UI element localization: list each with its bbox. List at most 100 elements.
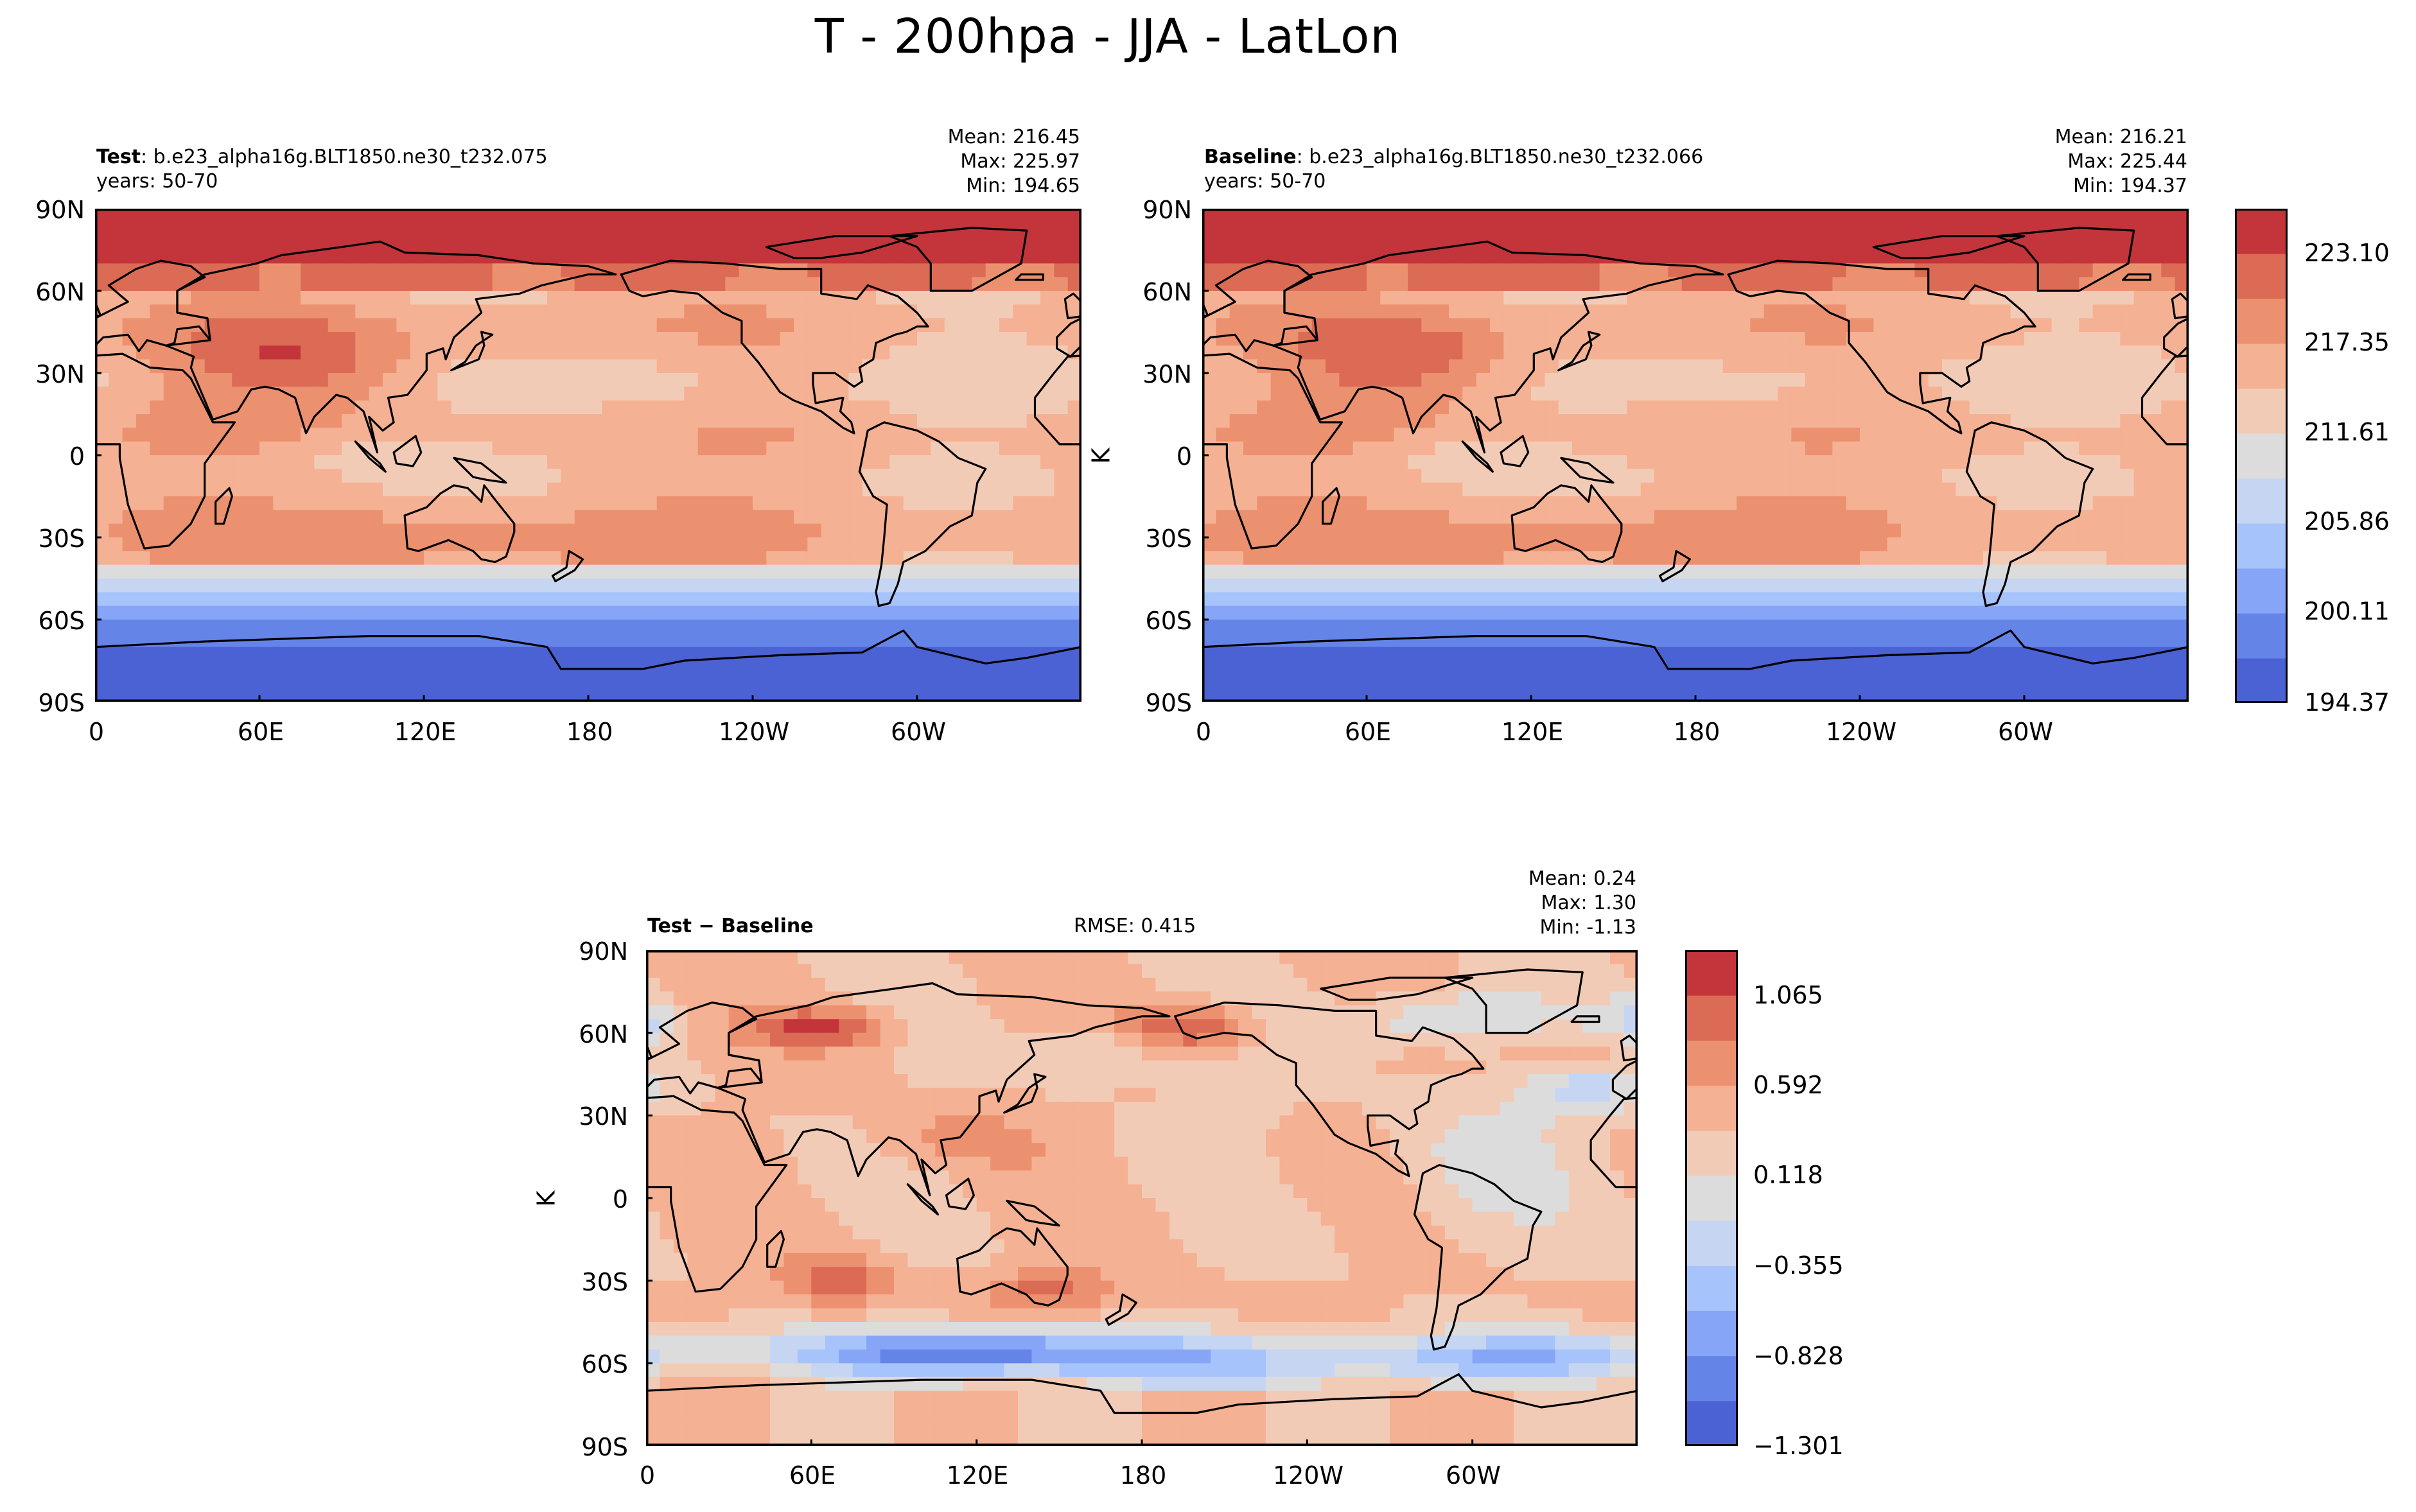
test-contour-cell bbox=[218, 250, 232, 264]
test-contour-cell bbox=[492, 291, 507, 305]
test-contour-cell bbox=[369, 578, 383, 593]
baseline-contour-cell bbox=[1545, 455, 1559, 469]
test-contour-cell bbox=[396, 564, 411, 579]
test-contour-cell bbox=[122, 551, 137, 566]
baseline-contour-cell bbox=[1394, 592, 1408, 607]
test-contour-cell bbox=[999, 523, 1013, 538]
baseline-contour-cell bbox=[1243, 496, 1257, 510]
baseline-contour-cell bbox=[1586, 318, 1600, 333]
baseline-contour-cell bbox=[1408, 578, 1422, 593]
baseline-contour-cell bbox=[1380, 373, 1395, 387]
test-contour-cell bbox=[191, 359, 206, 374]
test-contour-cell bbox=[465, 291, 479, 305]
test-contour-cell bbox=[520, 688, 534, 702]
test-contour-cell bbox=[835, 592, 849, 607]
test-contour-cell bbox=[862, 373, 877, 387]
baseline-contour-cell bbox=[2120, 387, 2135, 401]
baseline-contour-cell bbox=[1695, 222, 1710, 237]
test-contour-cell bbox=[163, 387, 178, 401]
baseline-contour-cell bbox=[1832, 318, 1847, 333]
test-contour-cell bbox=[917, 620, 931, 634]
test-contour-cell bbox=[286, 332, 301, 346]
baseline-contour-cell bbox=[1627, 387, 1641, 401]
test-coastline-asia bbox=[165, 240, 617, 454]
test-contour-cell bbox=[410, 688, 425, 702]
baseline-contour-cell bbox=[1627, 332, 1641, 346]
baseline-contour-cell bbox=[1613, 633, 1627, 648]
test-contour-cell bbox=[574, 250, 589, 264]
test-contour-cell bbox=[533, 441, 548, 456]
test-contour-cell bbox=[574, 400, 589, 415]
test-contour-cell bbox=[862, 551, 877, 566]
baseline-contour-cell bbox=[2024, 236, 2038, 250]
test-contour-cell bbox=[725, 414, 740, 428]
baseline-contour-cell bbox=[1764, 564, 1778, 579]
baseline-contour-cell bbox=[1599, 304, 1614, 319]
baseline-contour-cell bbox=[2024, 291, 2038, 305]
baseline-contour-cell bbox=[1326, 578, 1340, 593]
baseline-contour-cell bbox=[2161, 304, 2176, 319]
test-contour-cell bbox=[602, 592, 617, 607]
test-contour-cell bbox=[821, 633, 836, 648]
test-contour-cell bbox=[465, 523, 479, 538]
test-contour-cell bbox=[958, 441, 972, 456]
baseline-contour-cell bbox=[1476, 647, 1491, 661]
test-contour-cell bbox=[561, 263, 575, 278]
baseline-contour-cell bbox=[1490, 222, 1504, 237]
test-contour-cell bbox=[465, 263, 479, 278]
baseline-contour-cell bbox=[2010, 537, 2025, 552]
baseline-contour-cell bbox=[1503, 469, 1518, 483]
test-contour-cell bbox=[396, 661, 411, 675]
baseline-contour-cell bbox=[2065, 523, 2079, 538]
baseline-contour-cell bbox=[2010, 469, 2025, 483]
test-contour-cell bbox=[109, 373, 123, 387]
baseline-contour-cell bbox=[1737, 428, 1751, 442]
test-contour-cell bbox=[286, 551, 301, 566]
test-contour-cell bbox=[876, 263, 890, 278]
baseline-contour-cell bbox=[2106, 387, 2121, 401]
baseline-contour-cell bbox=[1832, 277, 1847, 291]
test-contour-cell bbox=[136, 250, 150, 264]
test-contour-cell bbox=[163, 291, 178, 305]
test-contour-cell bbox=[218, 332, 232, 346]
baseline-contour-cell bbox=[1572, 263, 1586, 278]
test-contour-cell bbox=[643, 209, 658, 223]
baseline-contour-cell bbox=[1380, 291, 1395, 305]
test-contour-cell bbox=[725, 250, 740, 264]
test-contour-cell bbox=[889, 209, 904, 223]
baseline-contour-cell bbox=[1681, 209, 1696, 223]
baseline-contour-cell bbox=[1229, 304, 1244, 319]
baseline-contour-cell bbox=[2175, 551, 2189, 566]
baseline-contour-cell bbox=[2079, 291, 2094, 305]
baseline-contour-cell bbox=[1558, 469, 1573, 483]
baseline-contour-cell bbox=[2161, 537, 2176, 552]
baseline-contour-cell bbox=[1545, 222, 1559, 237]
test-contour-cell bbox=[218, 400, 232, 415]
test-contour-cell bbox=[780, 578, 794, 593]
baseline-contour-cell bbox=[1997, 387, 2011, 401]
baseline-contour-cell bbox=[2133, 414, 2148, 428]
test-contour-cell bbox=[574, 291, 589, 305]
test-contour-cell bbox=[1013, 578, 1028, 593]
test-contour-cell bbox=[958, 209, 972, 223]
test-contour-cell bbox=[917, 674, 931, 689]
baseline-contour-cell bbox=[1956, 455, 1970, 469]
test-contour-cell bbox=[1026, 250, 1041, 264]
baseline-contour-cell bbox=[1298, 332, 1313, 346]
test-contour-cell bbox=[958, 620, 972, 634]
test-contour-cell bbox=[232, 523, 247, 538]
baseline-contour-cell bbox=[2148, 441, 2162, 456]
test-contour-cell bbox=[602, 359, 617, 374]
baseline-contour-cell bbox=[1284, 222, 1299, 237]
test-contour-cell bbox=[588, 523, 602, 538]
baseline-contour-cell bbox=[2106, 578, 2121, 593]
test-contour-cell bbox=[588, 209, 602, 223]
test-coastline-borneo bbox=[392, 435, 423, 467]
test-contour-cell bbox=[150, 523, 164, 538]
test-contour-cell bbox=[314, 222, 329, 237]
test-contour-cell bbox=[191, 647, 206, 661]
test-contour-cell bbox=[766, 674, 781, 689]
test-contour-cell bbox=[643, 578, 658, 593]
test-contour-cell bbox=[629, 250, 643, 264]
test-contour-cell bbox=[917, 263, 931, 278]
